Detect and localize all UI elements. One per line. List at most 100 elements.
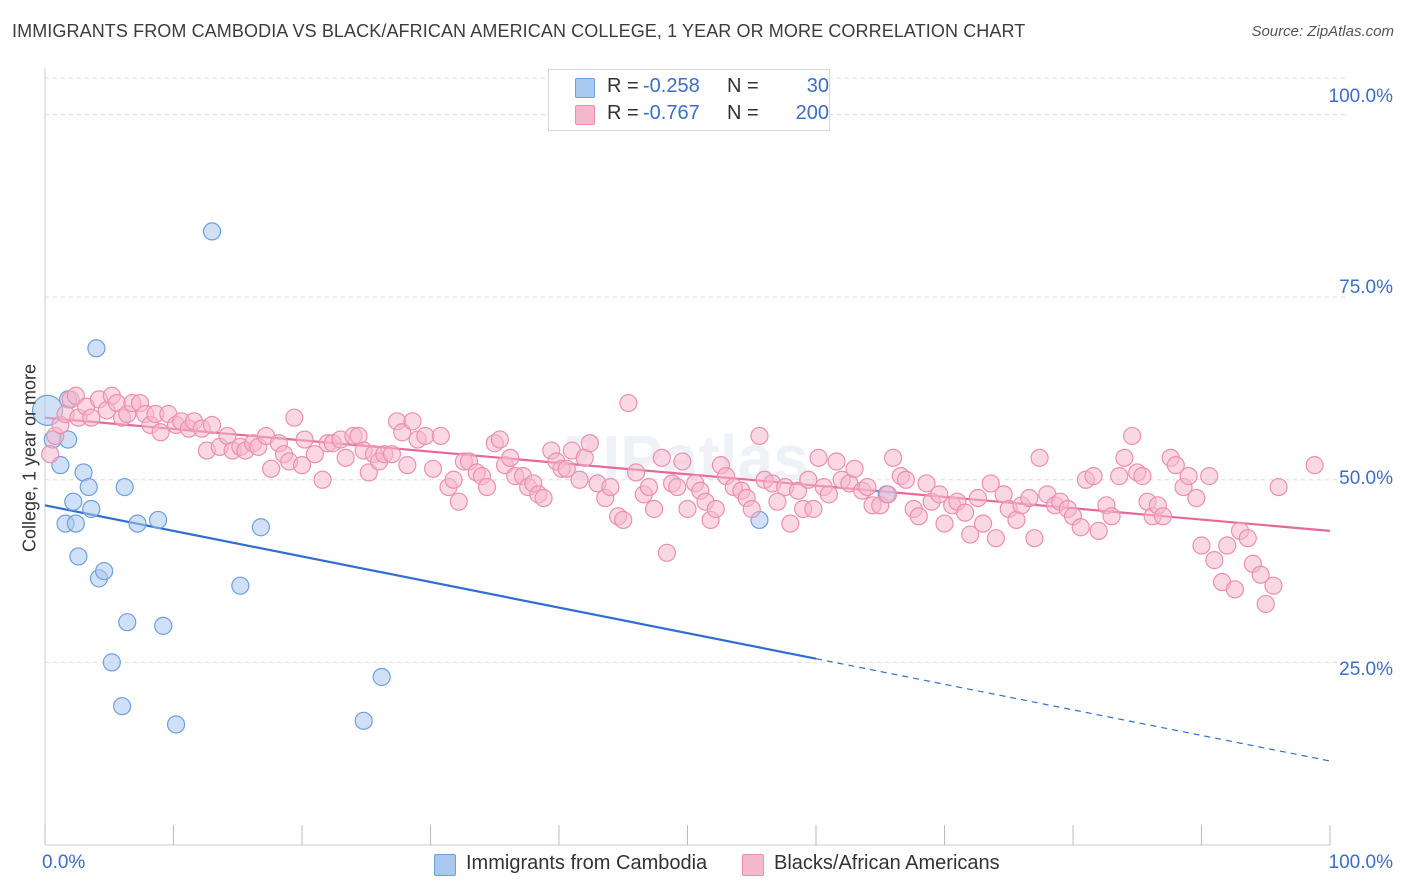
black-point <box>845 459 864 478</box>
black-point <box>930 485 949 504</box>
black-point <box>657 543 677 562</box>
cambodia-point <box>354 711 373 730</box>
black-point <box>1084 467 1103 486</box>
black-point <box>1115 448 1134 467</box>
black-point <box>1192 536 1211 555</box>
black-point <box>896 470 916 489</box>
y-tick-label-25: 25.0% <box>1339 659 1393 680</box>
black-point <box>706 499 725 519</box>
legend-swatch-blue <box>575 78 595 98</box>
y-tick-label-100: 100.0% <box>1328 86 1393 107</box>
black-point <box>336 448 355 467</box>
chart-title: IMMIGRANTS FROM CAMBODIA VS BLACK/AFRICA… <box>12 21 1026 41</box>
black-point <box>1305 456 1324 475</box>
black-point <box>1187 488 1206 508</box>
cambodia-point <box>112 697 132 716</box>
bottom-legend-swatch-pink <box>742 854 764 876</box>
black-point <box>619 393 638 413</box>
black-point <box>981 474 1000 493</box>
black-point <box>973 514 993 533</box>
black-point <box>1102 507 1121 526</box>
black-point <box>416 426 435 446</box>
black-point <box>1025 529 1044 548</box>
black-point <box>151 423 170 442</box>
black-point <box>1218 536 1237 555</box>
cambodia-trend-line <box>44 504 817 660</box>
cambodia-point <box>79 477 98 497</box>
black-point <box>819 485 838 504</box>
legend-n-value: 200 <box>795 102 829 124</box>
black-point <box>673 452 692 471</box>
black-point <box>423 459 443 478</box>
legend: R = -0.258 N = 30 R = -0.767 N = 200 <box>548 69 830 131</box>
black-point <box>986 529 1006 548</box>
black-point <box>858 477 877 497</box>
black-point <box>1030 448 1049 467</box>
black-point <box>1269 477 1288 497</box>
black-point <box>935 514 954 533</box>
y-tick-label-75: 75.0% <box>1339 277 1393 298</box>
cambodia-point <box>372 667 391 687</box>
black-point <box>1133 467 1152 486</box>
black-point <box>804 499 823 519</box>
black-point <box>652 448 671 467</box>
black-point <box>262 459 281 478</box>
cambodia-point <box>154 616 173 635</box>
black-point <box>501 448 520 467</box>
cambodia-point <box>87 339 106 358</box>
black-point <box>917 474 936 493</box>
legend-swatch-pink <box>575 105 595 125</box>
black-point <box>1251 565 1270 584</box>
bottom-legend-label: Immigrants from Cambodia <box>466 852 708 874</box>
black-point <box>449 492 468 511</box>
cambodia-point <box>66 514 85 533</box>
black-point <box>644 499 664 519</box>
black-point <box>799 470 818 489</box>
black-point <box>382 445 402 464</box>
black-point <box>41 445 60 464</box>
black-point <box>878 485 898 504</box>
black-point <box>292 456 312 475</box>
bottom-legend-label: Blacks/African Americans <box>774 852 1000 874</box>
black-point <box>909 507 928 526</box>
black-point <box>1205 551 1224 570</box>
bottom-legend-swatch-blue <box>434 854 456 876</box>
cambodia-point <box>115 477 134 497</box>
black-point <box>768 492 787 511</box>
black-point <box>1123 426 1142 446</box>
cambodia-point <box>148 510 168 530</box>
cambodia-point <box>202 222 222 241</box>
cambodia-point <box>95 561 114 581</box>
black-point <box>1238 529 1257 548</box>
black-point <box>82 408 101 427</box>
black-point <box>742 499 761 519</box>
cambodia-point <box>251 518 270 537</box>
black-point <box>809 448 828 467</box>
black-point <box>444 470 463 489</box>
chart-source: Source: ZipAtlas.com <box>1251 23 1394 40</box>
black-point <box>601 477 620 497</box>
black-point <box>431 426 450 446</box>
black-point <box>295 430 314 449</box>
black-point <box>1153 507 1173 526</box>
black-point <box>781 514 800 533</box>
black-point <box>1225 580 1245 599</box>
black-point <box>827 452 846 471</box>
cambodia-point <box>118 613 137 632</box>
black-point <box>313 470 332 489</box>
black-point <box>1166 456 1185 475</box>
black-point <box>668 477 687 497</box>
black-point <box>1020 488 1039 508</box>
legend-r-label: R = <box>607 102 639 124</box>
y-tick-label-50: 50.0% <box>1339 468 1393 489</box>
black-point <box>678 499 697 519</box>
black-point <box>557 459 576 478</box>
black-point <box>614 510 633 530</box>
legend-n-label: N = <box>727 102 759 124</box>
black-point <box>1179 467 1198 486</box>
legend-n-label: N = <box>727 75 759 97</box>
black-point <box>285 408 304 427</box>
black-point <box>750 426 769 446</box>
black-point <box>1089 521 1108 540</box>
cambodia-point <box>69 547 88 566</box>
